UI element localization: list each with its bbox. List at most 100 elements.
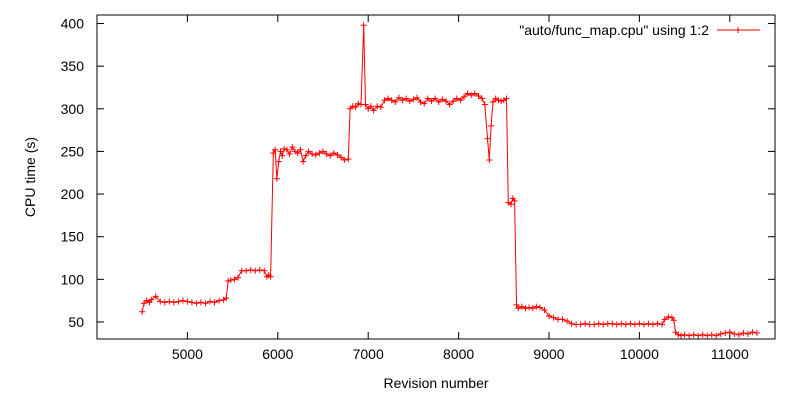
- data-point: [161, 299, 168, 306]
- data-point: [309, 150, 316, 157]
- data-point: [699, 331, 706, 338]
- y-axis-label: CPU time (s): [22, 137, 38, 217]
- data-point: [731, 330, 738, 337]
- y-tick-label: 250: [61, 143, 85, 159]
- data-point: [225, 278, 232, 285]
- data-point: [223, 295, 230, 302]
- data-point: [360, 22, 367, 29]
- data-point: [672, 329, 679, 336]
- series-line: [141, 25, 757, 337]
- data-point: [345, 156, 352, 163]
- x-tick-label: 11000: [711, 346, 749, 362]
- data-point: [227, 277, 234, 284]
- data-point: [559, 316, 566, 323]
- data-point: [526, 304, 533, 311]
- data-point: [283, 146, 290, 153]
- data-point: [272, 146, 279, 153]
- data-point: [406, 98, 413, 105]
- data-point: [367, 103, 374, 110]
- data-point: [627, 320, 634, 327]
- data-point: [511, 197, 518, 204]
- data-point: [428, 98, 435, 105]
- data-point: [341, 156, 348, 163]
- data-point: [289, 144, 296, 151]
- data-point: [681, 331, 688, 338]
- data-point: [139, 308, 146, 315]
- data-point: [450, 98, 457, 105]
- data-point: [529, 305, 536, 312]
- data-point: [515, 305, 522, 312]
- y-tick-label: 400: [61, 16, 85, 32]
- data-point: [403, 95, 410, 102]
- data-point: [704, 332, 711, 339]
- data-point: [670, 317, 677, 324]
- x-axis-ticks: 5000 6000 7000 8000 9000 10000 11000: [172, 15, 749, 362]
- data-point: [471, 90, 478, 97]
- x-tick-label: 5000: [172, 346, 203, 362]
- data-point: [713, 332, 720, 339]
- data-point: [286, 150, 293, 157]
- data-point: [252, 267, 259, 274]
- data-point: [417, 98, 424, 105]
- data-point: [338, 154, 345, 161]
- data-point: [188, 299, 195, 306]
- data-point: [435, 98, 442, 105]
- data-point: [564, 318, 571, 325]
- data-point: [744, 330, 751, 337]
- data-point: [541, 307, 548, 314]
- data-point: [216, 297, 223, 304]
- data-point: [498, 98, 505, 105]
- data-point: [349, 103, 356, 110]
- data-point: [468, 92, 475, 99]
- data-point: [207, 298, 213, 305]
- data-point: [661, 316, 668, 323]
- data-point: [247, 266, 254, 273]
- data-point: [355, 100, 362, 107]
- data-point: [518, 303, 525, 310]
- data-point: [489, 98, 496, 105]
- x-tick-label: 6000: [262, 346, 293, 362]
- data-point: [457, 97, 464, 104]
- data-point: [197, 299, 204, 306]
- data-point: [675, 331, 682, 338]
- y-tick-label: 50: [68, 314, 84, 330]
- data-point: [481, 101, 488, 108]
- data-point: [399, 97, 406, 104]
- data-point: [157, 298, 164, 305]
- data-point: [300, 158, 307, 165]
- data-point: [503, 95, 510, 102]
- data-point: [320, 148, 326, 155]
- x-tick-label: 7000: [353, 346, 384, 362]
- data-point: [618, 320, 625, 327]
- data-point: [432, 95, 439, 102]
- data-point: [686, 332, 693, 339]
- data-point: [277, 148, 284, 155]
- data-point: [659, 321, 665, 328]
- y-tick-label: 200: [61, 186, 85, 202]
- data-point: [388, 97, 395, 104]
- data-point: [327, 152, 334, 159]
- data-point: [414, 94, 421, 101]
- data-point: [439, 96, 446, 103]
- data-point: [600, 321, 607, 328]
- data-point: [281, 145, 288, 152]
- data-point: [243, 267, 250, 274]
- data-point: [211, 299, 218, 306]
- data-point: [312, 151, 319, 158]
- legend-swatch-marker: [735, 27, 741, 33]
- data-point: [152, 293, 159, 300]
- y-axis-ticks: 50 100 150 200 250 300 350 400: [61, 16, 775, 330]
- data-point: [374, 103, 381, 110]
- data-point: [735, 331, 742, 338]
- data-point: [170, 299, 177, 306]
- data-point: [550, 314, 557, 321]
- data-point: [365, 105, 372, 112]
- data-point: [717, 330, 724, 337]
- data-point: [488, 122, 495, 129]
- data-point: [495, 97, 502, 104]
- data-point: [334, 151, 341, 158]
- data-point: [446, 101, 453, 108]
- data-point: [708, 331, 715, 338]
- series-layer: [139, 22, 760, 339]
